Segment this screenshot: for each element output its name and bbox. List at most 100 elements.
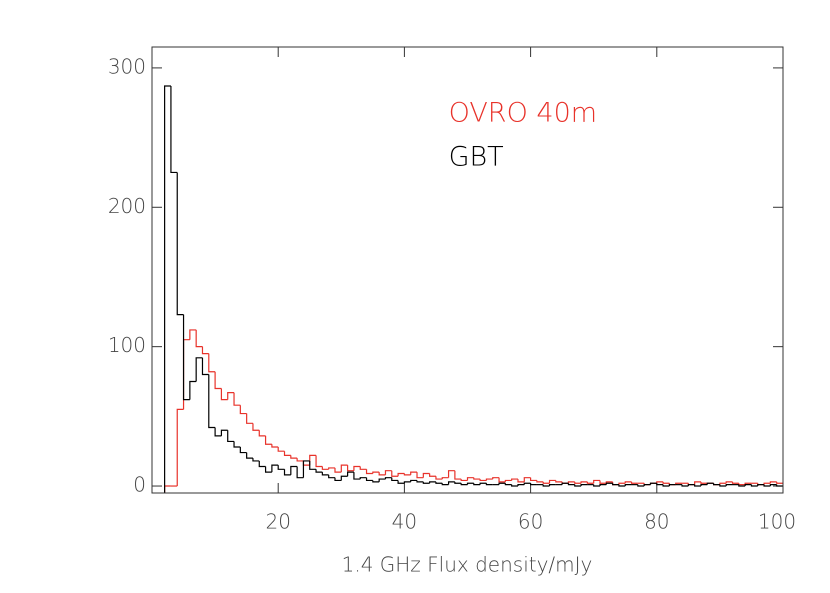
y-tick-label: 200 [108, 194, 146, 218]
histogram-step [422, 472, 430, 478]
histogram-step [296, 458, 304, 462]
histogram-step [309, 454, 317, 466]
histogram-step [485, 478, 493, 481]
histogram-step [523, 477, 531, 482]
histogram-step [574, 484, 582, 487]
x-tick-label: 20 [265, 510, 290, 534]
histogram-step [725, 484, 733, 487]
histogram-step [731, 481, 739, 484]
histogram-step [321, 466, 329, 470]
histogram-step [422, 481, 430, 484]
histogram-step [700, 484, 708, 487]
histogram-step [189, 329, 197, 340]
histogram-step [359, 466, 367, 470]
histogram-step [757, 484, 765, 487]
histogram-step [511, 484, 518, 487]
histogram-step [511, 478, 518, 481]
histogram-step [776, 484, 783, 487]
histogram-step [586, 481, 594, 484]
histogram-step [246, 413, 253, 424]
histogram-step [599, 484, 607, 487]
histogram-step [504, 483, 512, 486]
histogram-step [271, 444, 279, 448]
histogram-step [466, 482, 474, 485]
histogram-step [239, 405, 247, 415]
histogram-step [738, 484, 746, 487]
histogram-step [479, 482, 487, 485]
histogram-step [220, 388, 228, 401]
histogram-step [227, 430, 235, 443]
histogram-step [309, 460, 317, 470]
histogram-step [473, 477, 481, 480]
histogram-step [340, 475, 348, 481]
histogram-step [164, 485, 171, 493]
histogram-step [271, 464, 279, 473]
histogram-step [548, 479, 556, 484]
histogram-step [643, 484, 651, 487]
histogram-step [694, 484, 701, 487]
histogram-step [403, 481, 411, 484]
histogram-step [302, 460, 310, 466]
histogram-step [624, 484, 632, 487]
histogram-step [466, 477, 474, 481]
histogram-step [258, 460, 266, 468]
histogram-step [365, 469, 373, 475]
histogram-step [656, 483, 664, 486]
histogram-step [567, 483, 575, 486]
y-tick-label: 300 [108, 54, 146, 78]
histogram-step [725, 481, 733, 484]
histogram-step [460, 483, 468, 486]
histogram-step [662, 484, 670, 487]
legend-label: GBT [449, 142, 504, 173]
histogram-step [599, 480, 607, 484]
histogram-step [738, 483, 746, 486]
histogram-step [365, 477, 373, 482]
histogram-step [498, 477, 506, 483]
histogram-step [391, 470, 399, 477]
x-tick-label: 40 [392, 510, 417, 534]
histogram-step [447, 481, 455, 485]
histogram-step [208, 353, 216, 373]
histogram-step [384, 470, 392, 475]
histogram-step [353, 472, 361, 480]
histogram-step [612, 483, 619, 486]
legend-label: OVRO 40m [449, 98, 598, 129]
histogram-step [334, 477, 342, 482]
histogram-step [347, 465, 354, 472]
histogram-step [201, 357, 209, 376]
histogram-step [315, 469, 323, 473]
histogram-step [372, 471, 380, 474]
histogram-step [397, 480, 405, 484]
histogram-step [712, 483, 720, 486]
histogram-step [605, 482, 613, 485]
histogram-step [479, 479, 487, 482]
histogram-step [668, 484, 676, 487]
histogram-step [530, 483, 537, 486]
histogram-step [504, 479, 512, 482]
histogram-step [201, 346, 209, 355]
histogram-step [214, 427, 222, 437]
histogram-step [416, 472, 424, 479]
histogram-step [403, 473, 411, 476]
histogram-step [530, 477, 537, 482]
histogram-step [523, 482, 531, 485]
histogram-step [397, 472, 405, 477]
histogram-step [290, 455, 298, 459]
histogram-step [567, 481, 575, 484]
histogram-step [454, 470, 462, 480]
histogram-step [485, 483, 493, 486]
histogram-step [176, 408, 184, 487]
histogram-step [384, 477, 392, 480]
histogram-step [492, 477, 500, 480]
histogram-step [687, 484, 695, 487]
histogram-step [410, 471, 418, 475]
histogram-step [593, 479, 601, 484]
histogram-step [700, 481, 708, 484]
histogram-step [694, 481, 701, 485]
histogram-step [334, 467, 342, 473]
histogram-step [195, 329, 203, 348]
histogram-step [227, 392, 235, 400]
histogram-step [302, 460, 310, 478]
histogram-step [618, 484, 626, 487]
